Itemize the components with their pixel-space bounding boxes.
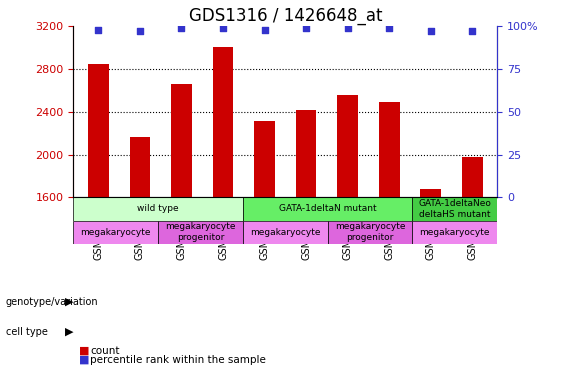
Text: megakaryocyte
progenitor: megakaryocyte progenitor xyxy=(335,222,405,242)
FancyBboxPatch shape xyxy=(73,220,158,244)
FancyBboxPatch shape xyxy=(158,220,243,244)
Point xyxy=(468,28,477,34)
Text: genotype/variation: genotype/variation xyxy=(6,297,98,307)
Point xyxy=(177,25,186,31)
Bar xyxy=(88,64,108,197)
Text: megakaryocyte: megakaryocyte xyxy=(250,228,320,237)
Text: count: count xyxy=(90,346,120,355)
Text: GATA-1deltaN mutant: GATA-1deltaN mutant xyxy=(279,204,376,213)
Bar xyxy=(379,102,399,197)
Point xyxy=(426,28,435,34)
Bar xyxy=(295,110,316,197)
Text: megakaryocyte: megakaryocyte xyxy=(420,228,490,237)
Bar xyxy=(129,138,150,197)
Point xyxy=(219,25,228,31)
Point xyxy=(94,27,103,33)
Text: wild type: wild type xyxy=(137,204,179,213)
Text: GATA-1deltaNeo
deltaHS mutant: GATA-1deltaNeo deltaHS mutant xyxy=(419,199,491,219)
Text: megakaryocyte
progenitor: megakaryocyte progenitor xyxy=(166,222,236,242)
Point xyxy=(260,27,269,33)
FancyBboxPatch shape xyxy=(73,197,243,220)
Text: ■: ■ xyxy=(79,355,90,365)
Text: ▶: ▶ xyxy=(65,327,73,337)
Text: cell type: cell type xyxy=(6,327,47,337)
Point xyxy=(385,25,394,31)
Text: percentile rank within the sample: percentile rank within the sample xyxy=(90,355,266,365)
Bar xyxy=(254,122,275,197)
Text: megakaryocyte: megakaryocyte xyxy=(81,228,151,237)
Bar xyxy=(420,189,441,197)
FancyBboxPatch shape xyxy=(412,197,497,220)
Text: ■: ■ xyxy=(79,346,90,355)
Bar xyxy=(337,94,358,197)
Text: ▶: ▶ xyxy=(65,297,73,307)
Point xyxy=(343,25,352,31)
FancyBboxPatch shape xyxy=(243,197,412,220)
FancyBboxPatch shape xyxy=(328,220,412,244)
Bar xyxy=(212,46,233,197)
Bar xyxy=(462,157,483,197)
FancyBboxPatch shape xyxy=(412,220,497,244)
Bar xyxy=(171,84,192,197)
Point xyxy=(136,28,145,34)
FancyBboxPatch shape xyxy=(243,220,328,244)
Point xyxy=(302,25,311,31)
Title: GDS1316 / 1426648_at: GDS1316 / 1426648_at xyxy=(189,7,382,25)
